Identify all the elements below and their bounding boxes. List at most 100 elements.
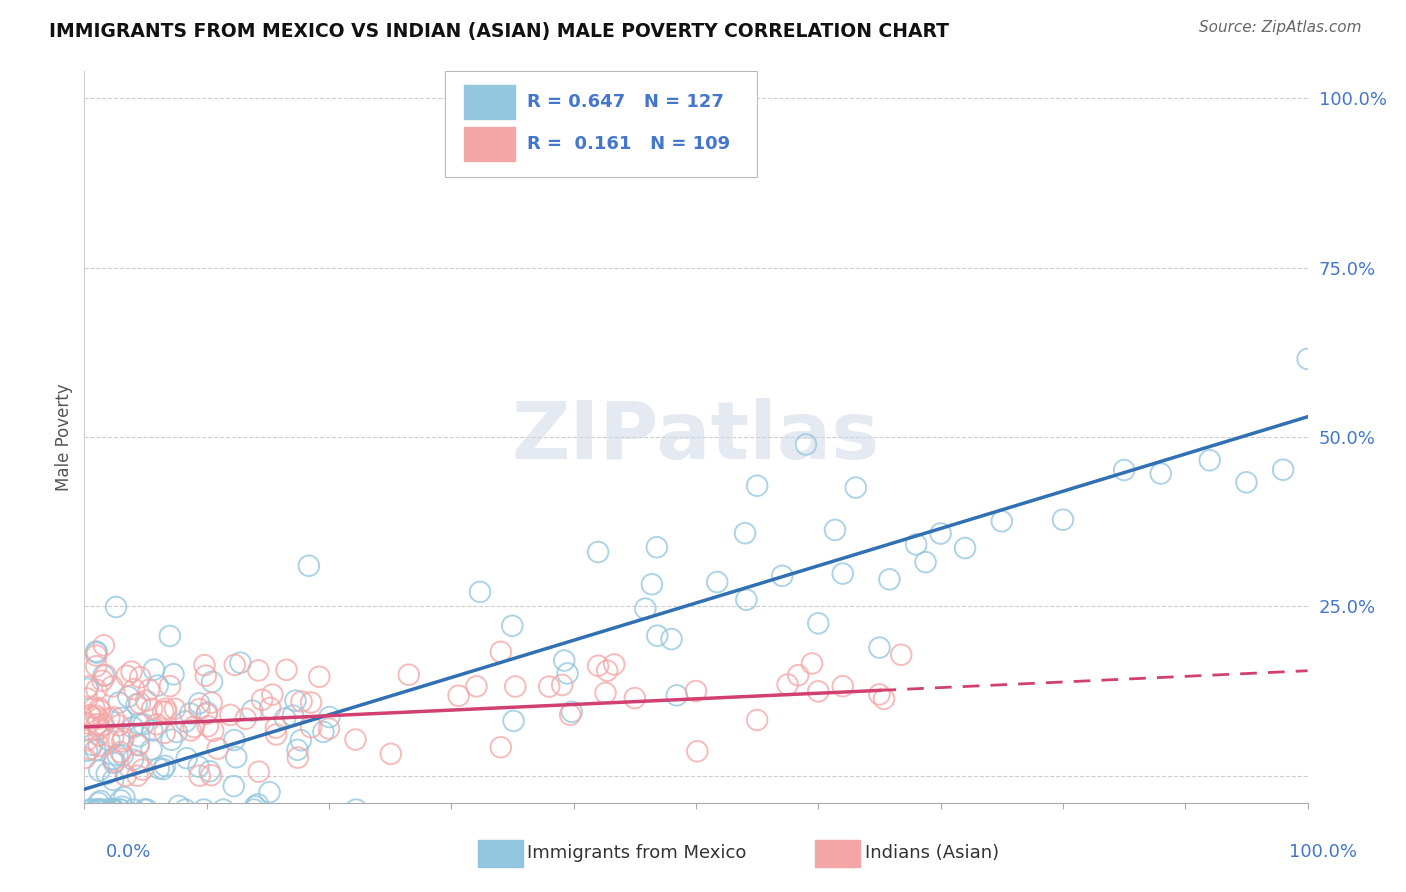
Text: Source: ZipAtlas.com: Source: ZipAtlas.com xyxy=(1198,20,1361,35)
Point xyxy=(127,755,149,769)
Point xyxy=(87,712,110,726)
Point xyxy=(141,723,163,738)
Point xyxy=(318,722,340,736)
Point xyxy=(128,738,150,752)
Point xyxy=(121,665,143,679)
Point xyxy=(174,803,197,817)
Point xyxy=(84,644,107,658)
Point xyxy=(202,723,225,738)
Point xyxy=(93,718,115,732)
Point xyxy=(634,601,657,615)
Point xyxy=(225,750,247,764)
Point xyxy=(104,755,127,769)
Point xyxy=(1296,351,1319,366)
Point xyxy=(538,680,561,694)
Point xyxy=(176,751,198,765)
Point xyxy=(312,724,335,739)
Point xyxy=(141,702,163,716)
Point xyxy=(229,656,252,670)
Point xyxy=(87,739,110,753)
Point xyxy=(264,727,287,741)
Point xyxy=(103,803,125,817)
Point xyxy=(132,717,155,731)
Point xyxy=(128,739,150,753)
Point xyxy=(110,793,132,807)
Point xyxy=(146,679,169,693)
Point xyxy=(560,707,582,722)
Point xyxy=(79,742,101,756)
Point xyxy=(188,769,211,783)
Point xyxy=(155,702,177,716)
Point xyxy=(287,750,309,764)
FancyBboxPatch shape xyxy=(464,86,515,119)
Point xyxy=(98,711,121,725)
Point xyxy=(84,659,107,673)
Point xyxy=(166,725,188,739)
Point xyxy=(890,648,912,662)
Point xyxy=(1198,453,1220,467)
Point xyxy=(188,702,211,716)
Point xyxy=(645,540,668,554)
Point xyxy=(89,764,111,778)
Point xyxy=(101,772,124,787)
Point xyxy=(84,708,107,723)
Point xyxy=(93,668,115,682)
Point xyxy=(77,716,100,731)
Point xyxy=(103,803,125,817)
Point xyxy=(86,717,108,731)
Point xyxy=(107,696,129,710)
Point xyxy=(128,696,150,710)
Point xyxy=(135,693,157,707)
Point xyxy=(101,803,124,817)
Point xyxy=(167,798,190,813)
Point xyxy=(551,678,574,692)
Text: R = 0.647   N = 127: R = 0.647 N = 127 xyxy=(527,93,724,112)
Point xyxy=(143,663,166,677)
Point xyxy=(505,680,527,694)
Point xyxy=(284,693,307,707)
Point xyxy=(153,726,176,740)
Point xyxy=(105,599,128,614)
Point xyxy=(344,732,367,747)
Point xyxy=(290,694,312,708)
Point xyxy=(224,657,246,672)
Point xyxy=(201,674,224,689)
Point xyxy=(193,658,215,673)
Point xyxy=(136,803,159,817)
Point xyxy=(299,720,322,734)
Point xyxy=(665,689,688,703)
Point xyxy=(111,734,134,748)
Point xyxy=(152,762,174,776)
Point xyxy=(122,803,145,817)
Point xyxy=(308,670,330,684)
Point xyxy=(246,797,269,812)
Point xyxy=(212,803,235,817)
Point xyxy=(686,744,709,758)
Point xyxy=(84,743,107,757)
Point xyxy=(195,706,218,720)
Point xyxy=(91,673,114,688)
Point xyxy=(90,794,112,808)
Point xyxy=(807,616,830,631)
Point xyxy=(787,668,810,682)
Point xyxy=(131,763,153,777)
Point xyxy=(398,667,420,681)
Text: 0.0%: 0.0% xyxy=(105,843,150,861)
Point xyxy=(134,803,156,817)
Point xyxy=(86,646,108,660)
Point xyxy=(148,761,170,775)
Point xyxy=(87,796,110,810)
Point xyxy=(153,759,176,773)
Point xyxy=(869,640,891,655)
Text: IMMIGRANTS FROM MEXICO VS INDIAN (ASIAN) MALE POVERTY CORRELATION CHART: IMMIGRANTS FROM MEXICO VS INDIAN (ASIAN)… xyxy=(49,22,949,41)
Point xyxy=(553,653,575,667)
Point xyxy=(107,748,129,763)
Point xyxy=(198,764,221,779)
Point xyxy=(129,670,152,684)
Point xyxy=(82,738,104,752)
Point xyxy=(586,658,609,673)
Point xyxy=(770,569,793,583)
Point xyxy=(76,681,98,696)
Point xyxy=(76,691,98,706)
Point xyxy=(121,720,143,734)
